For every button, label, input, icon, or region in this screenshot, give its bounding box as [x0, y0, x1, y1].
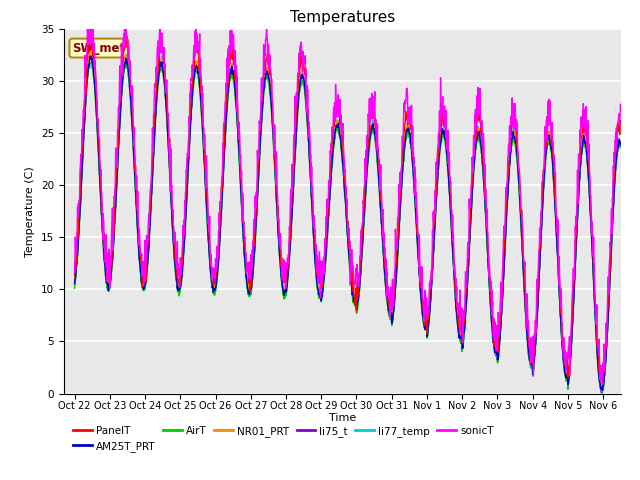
X-axis label: Time: Time	[329, 413, 356, 422]
Y-axis label: Temperature (C): Temperature (C)	[26, 166, 35, 257]
Title: Temperatures: Temperatures	[290, 10, 395, 25]
Text: SW_met: SW_met	[72, 42, 125, 55]
Legend: PanelT, AM25T_PRT, AirT, NR01_PRT, li75_t, li77_temp, sonicT: PanelT, AM25T_PRT, AirT, NR01_PRT, li75_…	[69, 421, 498, 456]
